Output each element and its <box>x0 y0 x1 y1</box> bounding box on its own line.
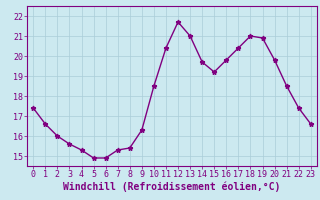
X-axis label: Windchill (Refroidissement éolien,°C): Windchill (Refroidissement éolien,°C) <box>63 182 281 192</box>
